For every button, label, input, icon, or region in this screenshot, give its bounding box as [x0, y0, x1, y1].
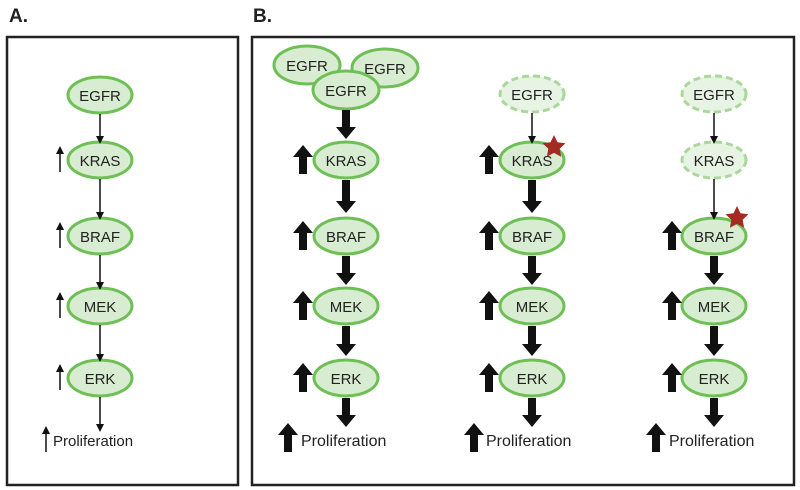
node-label: ERK	[85, 371, 116, 388]
node-egfr-inactive: EGFR	[680, 74, 748, 114]
arrow-up-icon	[646, 423, 666, 452]
arrow-up-icon	[479, 221, 499, 250]
arrow-up-icon	[464, 423, 484, 452]
node-label: KRAS	[80, 153, 121, 170]
node-mek: MEK	[312, 286, 380, 326]
increase-arrows	[464, 145, 499, 452]
arrow-up-icon	[479, 291, 499, 320]
node-egfr: EGFR	[66, 75, 134, 115]
mutation-star-icon	[725, 206, 749, 228]
panel-a-frame	[5, 35, 240, 487]
node-label: KRAS	[694, 153, 735, 170]
panel-b-column-1: EGFR EGFR EGFR KRAS BRAF MEK ERK	[272, 44, 420, 452]
panel-b-column-2: EGFR KRAS BRAF MEK ERK	[464, 74, 571, 452]
panel-a: EGFR KRAS BRAF MEK ERK	[42, 75, 134, 452]
arrow-down	[336, 326, 356, 356]
increase-arrows	[278, 145, 313, 452]
node-label: EGFR	[364, 61, 406, 78]
node-erk: ERK	[312, 358, 380, 398]
node-label: BRAF	[694, 229, 734, 246]
arrow-up-icon	[479, 145, 499, 174]
node-mek: MEK	[498, 286, 566, 326]
node-erk: ERK	[680, 358, 748, 398]
arrow-down	[522, 326, 542, 356]
signal-arrows	[336, 110, 356, 427]
arrow-down	[522, 180, 542, 213]
node-label: EGFR	[79, 88, 121, 105]
arrow-down	[704, 256, 724, 285]
arrow-up-icon	[662, 363, 682, 392]
node-braf: BRAF	[66, 216, 134, 256]
node-mek: MEK	[680, 286, 748, 326]
node-label: KRAS	[326, 153, 367, 170]
panel-b-column-3: EGFR KRAS BRAF MEK ERK	[646, 74, 754, 452]
arrow-up-icon	[278, 423, 298, 452]
arrow-down	[336, 398, 356, 427]
node-label: EGFR	[511, 87, 553, 104]
outcome-label: Proliferation	[486, 433, 571, 450]
panel-b-frame	[250, 35, 796, 487]
arrow-down	[704, 326, 724, 356]
arrow-down	[336, 110, 356, 139]
outcome-label: Proliferation	[301, 433, 386, 450]
node-label: ERK	[517, 371, 548, 388]
mutation-star-icon	[542, 135, 566, 157]
node-label: MEK	[84, 299, 117, 316]
arrow-up-icon	[293, 363, 313, 392]
node-kras: KRAS	[312, 140, 380, 180]
arrow-up-icon	[662, 221, 682, 250]
arrow-down	[522, 256, 542, 285]
node-label: EGFR	[325, 83, 367, 100]
node-label: MEK	[516, 299, 549, 316]
signal-arrows	[522, 180, 542, 427]
node-label: BRAF	[512, 229, 552, 246]
outcome-label: Proliferation	[53, 433, 133, 450]
increase-arrows	[646, 221, 682, 452]
arrow-down	[704, 398, 724, 427]
outcome-label: Proliferation	[669, 433, 754, 450]
arrow-up-icon	[479, 363, 499, 392]
arrow-down	[336, 256, 356, 285]
panel-b-label: B.	[253, 6, 272, 27]
node-label: EGFR	[286, 58, 328, 75]
node-mek: MEK	[66, 286, 134, 326]
arrow-down	[522, 398, 542, 427]
node-label: ERK	[331, 371, 362, 388]
increase-arrows	[42, 146, 64, 452]
node-erk: ERK	[66, 358, 134, 398]
node-egfr: EGFR	[311, 69, 381, 111]
node-braf: BRAF	[498, 216, 566, 256]
node-braf: BRAF	[312, 216, 380, 256]
node-label: BRAF	[326, 229, 366, 246]
arrow-up-icon	[293, 291, 313, 320]
node-kras-inactive: KRAS	[680, 140, 748, 180]
node-label: MEK	[330, 299, 363, 316]
node-label: BRAF	[80, 229, 120, 246]
node-erk: ERK	[498, 358, 566, 398]
node-kras: KRAS	[66, 140, 134, 180]
node-label: KRAS	[512, 153, 553, 170]
signal-arrows	[704, 256, 724, 427]
arrow-up-icon	[293, 221, 313, 250]
node-label: ERK	[699, 371, 730, 388]
arrow-down	[336, 180, 356, 213]
node-egfr-inactive: EGFR	[498, 74, 566, 114]
arrow-up-icon	[662, 291, 682, 320]
node-label: EGFR	[693, 87, 735, 104]
arrow-up-icon	[293, 145, 313, 174]
node-label: MEK	[698, 299, 731, 316]
panel-a-label: A.	[9, 6, 28, 27]
